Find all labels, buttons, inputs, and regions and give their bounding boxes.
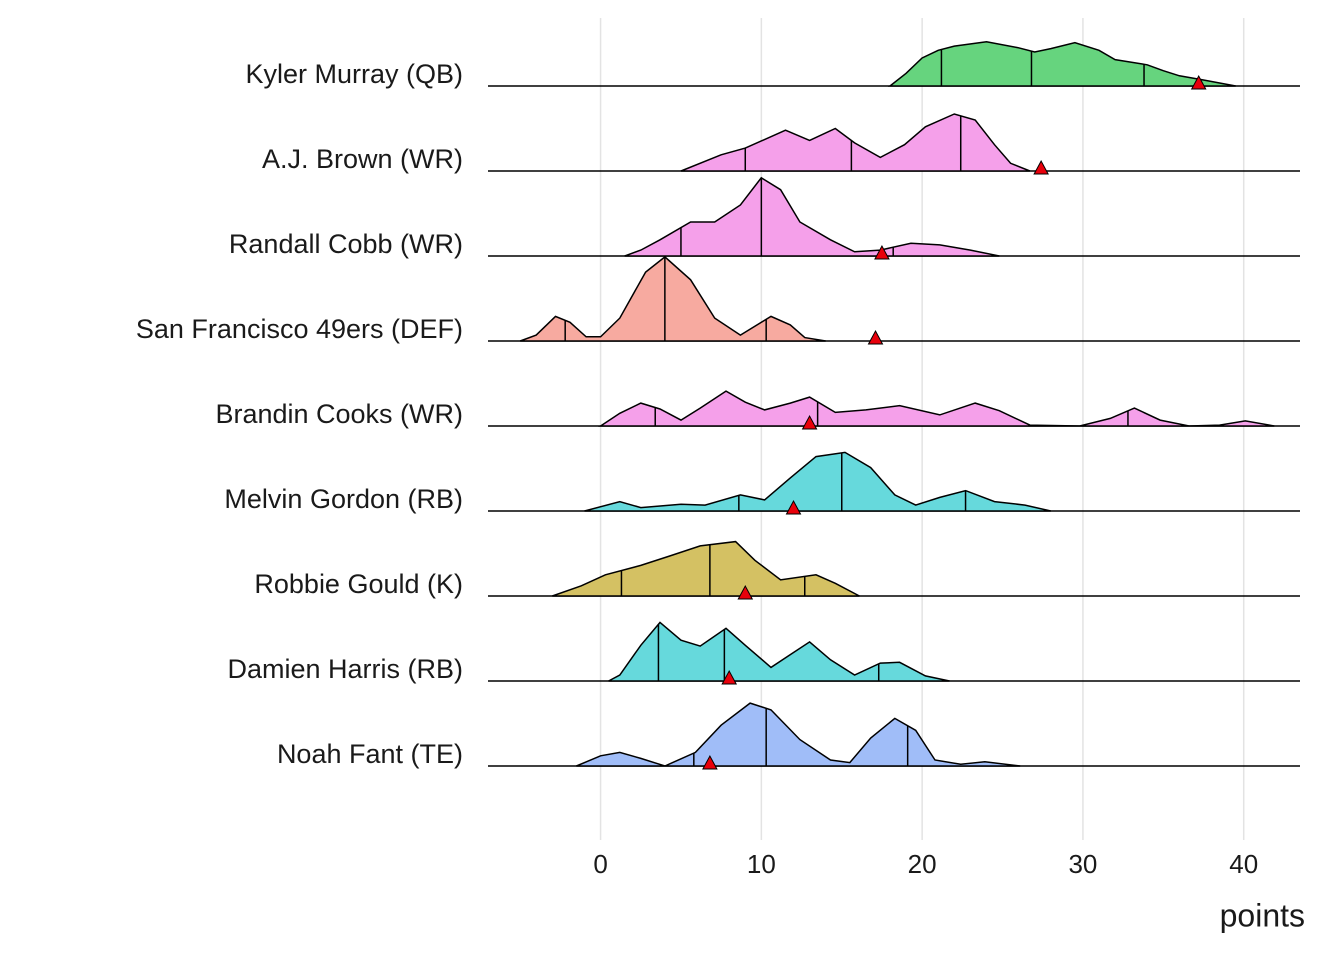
actual-marker [1033,159,1049,175]
density-area [576,702,1021,767]
actual-marker [1190,74,1207,90]
row-label: Damien Harris (RB) [227,654,463,684]
density-area [598,390,1275,427]
actual-marker [785,499,802,515]
x-tick-label: 10 [747,849,776,879]
row-label: Noah Fant (TE) [277,739,463,769]
density-area [519,255,826,342]
actual-marker [801,414,818,430]
row-label: A.J. Brown (WR) [262,144,463,174]
density-area [887,41,1236,87]
row-label: Brandin Cooks (WR) [215,399,463,429]
actual-marker [702,754,718,770]
density-area [584,451,1051,512]
actual-marker [737,584,754,600]
actual-marker [867,329,884,345]
x-tick-label: 40 [1229,849,1258,879]
x-tick-label: 30 [1068,849,1097,879]
row-label: Robbie Gould (K) [254,569,463,599]
x-axis-label: points [1220,897,1305,933]
x-tick-label: 0 [593,849,607,879]
density-area [680,113,1031,172]
row-label: Randall Cobb (WR) [229,229,463,259]
row-label: San Francisco 49ers (DEF) [136,314,463,344]
row-label: Kyler Murray (QB) [245,59,463,89]
actual-marker [721,669,738,685]
x-tick-label: 20 [908,849,937,879]
density-area [608,621,950,682]
density-area [552,540,860,597]
actual-marker [874,244,890,260]
row-label: Melvin Gordon (RB) [224,484,463,514]
